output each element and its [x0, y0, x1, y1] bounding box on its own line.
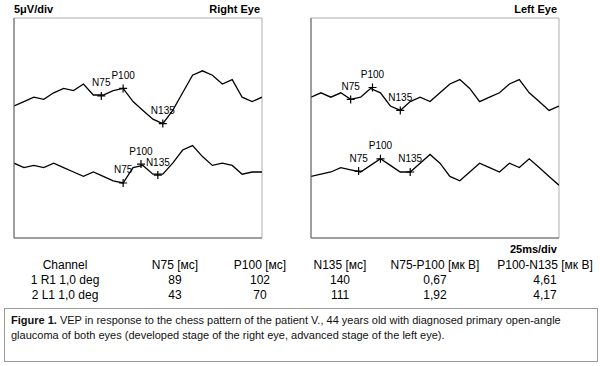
html-text:Figure 1. VEP in response to t: Figure 1. VEP in response to the chess p… [11, 314, 561, 341]
svg-text:N75: N75 [342, 81, 361, 92]
html-text:Channel: Channel [42, 258, 88, 272]
html-text:N75-P100 [мк В]: N75-P100 [мк В] [390, 258, 480, 272]
html-text:140: 140 [330, 273, 350, 287]
html-text:43: 43 [168, 288, 182, 302]
svg-text:N75: N75 [114, 164, 133, 175]
html-text:0,67: 0,67 [423, 273, 447, 287]
svg-text:N135: N135 [151, 105, 175, 116]
html-text:Right Eye: Right Eye [209, 3, 260, 15]
svg-text:P100: P100 [111, 70, 135, 81]
html-text:25ms/div: 25ms/div [509, 243, 557, 255]
html-text:P100 [мс]: P100 [мс] [233, 258, 287, 272]
html-text:2 L1 1,0 deg: 2 L1 1,0 deg [31, 288, 99, 302]
svg-text:N75: N75 [92, 77, 111, 88]
svg-text:P100: P100 [369, 140, 393, 151]
html-text:P100-N135 [мк В]: P100-N135 [мк В] [497, 258, 593, 272]
html-text:111: 111 [330, 288, 350, 302]
html-text:N135 [мс]: N135 [мс] [313, 258, 367, 272]
svg-text:P100: P100 [129, 146, 153, 157]
svg-text:P100: P100 [361, 69, 385, 80]
html-text:89: 89 [168, 273, 182, 287]
html-text:Left Eye: Left Eye [514, 3, 557, 15]
html-text:4,61: 4,61 [533, 273, 557, 287]
svg-text:N135: N135 [398, 153, 422, 164]
html-text:5μV/div: 5μV/div [14, 3, 54, 15]
svg-text:N135: N135 [146, 157, 170, 168]
html-text:102: 102 [250, 273, 270, 287]
html-text:1,92: 1,92 [423, 288, 447, 302]
svg-text:N135: N135 [388, 92, 412, 103]
html-text:70: 70 [253, 288, 267, 302]
html-text:N75 [мс]: N75 [мс] [151, 258, 199, 272]
html-text:4,17: 4,17 [533, 288, 557, 302]
html-text:1 R1 1,0 deg: 1 R1 1,0 deg [30, 273, 100, 287]
svg-text:N75: N75 [349, 153, 368, 164]
